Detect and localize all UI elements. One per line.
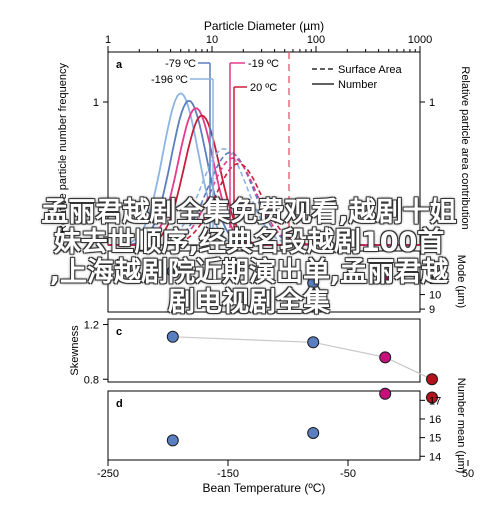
top-tick-label: 1 xyxy=(105,34,111,46)
bottom-tick-label: -50 xyxy=(340,468,356,480)
a-right-tick-label: 1 xyxy=(429,97,435,109)
a-right-tick-label: 0 xyxy=(429,232,435,244)
panel-d-axis-title: Number mean (µm) xyxy=(455,378,467,474)
bottom-tick-label: 50 xyxy=(462,468,474,480)
panel-d-tick-label: 16 xyxy=(429,414,441,426)
panel-d-tick-label: 14 xyxy=(429,451,441,463)
a-left-tick-label: 0 xyxy=(93,232,99,244)
panel-b-letter: b xyxy=(116,258,123,270)
panel-c-trend-line xyxy=(172,336,433,380)
curve-label: -19 ºC xyxy=(248,58,279,70)
panel-b-data-point xyxy=(379,269,392,282)
top-tick-label: 100 xyxy=(307,34,325,46)
curve-label: -79 ºC xyxy=(165,58,196,70)
curves-layer xyxy=(107,52,433,380)
overlay-text-line-1: 孟丽君越剧全集免费观看,越剧十姐 xyxy=(41,197,457,228)
legend-label-number: Number xyxy=(338,79,377,91)
overlay-text-line-4: 剧电视剧全集 xyxy=(168,287,330,318)
panel-c-tick-label: 1.2 xyxy=(84,319,99,331)
panel-c-data-point xyxy=(426,373,438,386)
panel-b-frame xyxy=(107,250,421,313)
a-left-axis-title: Relative particle number frequency xyxy=(57,63,69,233)
panel-b-axis-title: Mode (µm) xyxy=(455,255,467,308)
surface-area-curve xyxy=(108,162,420,246)
panel-c-frame xyxy=(107,318,421,383)
panel-d-data-point xyxy=(166,434,179,447)
top-axis-title: Particle Diameter (µm) xyxy=(204,19,324,33)
panel-d-tick-label: 17 xyxy=(429,395,441,407)
top-tick-label: 10 xyxy=(206,34,218,46)
panel-c-data-point xyxy=(166,330,179,343)
overlay-text-line-2: 妹去世顺序,经典名段越剧100首 xyxy=(53,227,445,258)
a-left-tick-label: 1 xyxy=(93,97,99,109)
panel-a-letter: a xyxy=(116,59,123,71)
panel-d-data-point xyxy=(379,387,392,400)
panel-d-frame xyxy=(107,390,421,461)
panel-b-data-point xyxy=(166,265,179,278)
curve-label: -196 ºC xyxy=(151,74,188,86)
bottom-tick-label: -150 xyxy=(217,468,239,480)
panel-c-letter: c xyxy=(116,326,122,338)
bottom-tick-label: -250 xyxy=(97,468,119,480)
panel-b-tick-label: 9 xyxy=(429,304,435,316)
panel-b-tick-label: 11 xyxy=(429,275,440,287)
panel-d-letter: d xyxy=(116,398,123,410)
a-right-axis-title: Relative particle area contribution xyxy=(459,66,471,229)
panel-c-axis-title: Skewness xyxy=(69,325,81,376)
panel-d-data-point xyxy=(426,391,438,404)
panel-d-tick-label: 15 xyxy=(429,433,441,445)
panel-c-data-point xyxy=(379,351,392,364)
top-tick-label: 1000 xyxy=(408,34,432,46)
panel-b-data-point xyxy=(307,276,320,289)
panel-d-data-point xyxy=(307,426,320,439)
points-layer xyxy=(166,265,438,447)
bottom-axis-title: Bean Temperature (ºC) xyxy=(203,481,326,495)
curve-label: 20 ºC xyxy=(250,82,277,94)
panel-b-tick-label: 10 xyxy=(429,290,441,302)
overlay-text-line-3: ,上海越剧院近期演出单,孟丽君越 xyxy=(49,257,449,288)
panel-c-data-point xyxy=(307,336,320,349)
legend-label-surface-area: Surface Area xyxy=(338,64,402,76)
panel-c-tick-label: 0.8 xyxy=(84,374,99,386)
